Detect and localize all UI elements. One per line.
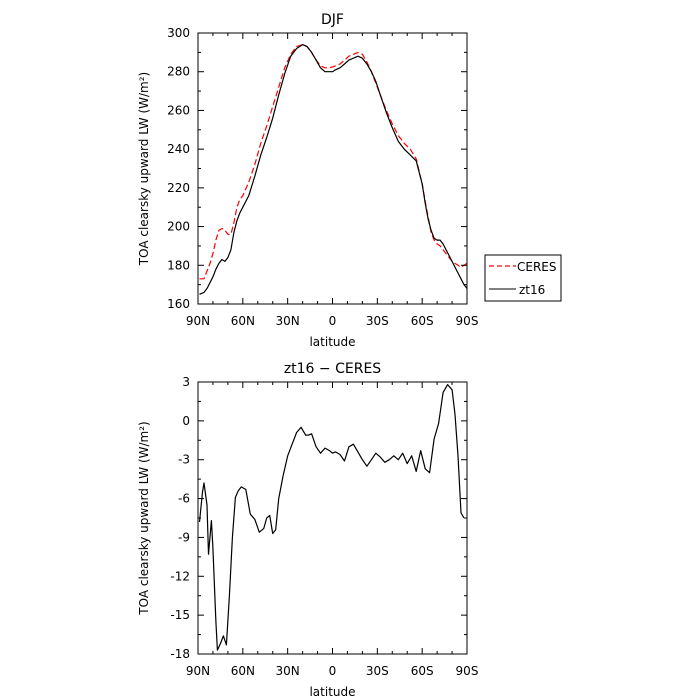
x-tick-label: 60S bbox=[411, 314, 434, 328]
x-tick-label: 60N bbox=[231, 664, 255, 678]
y-tick-label: -9 bbox=[178, 530, 190, 544]
y-tick-label: 300 bbox=[167, 26, 190, 40]
x-tick-label: 30N bbox=[276, 664, 300, 678]
x-tick-label: 0 bbox=[329, 314, 337, 328]
x-tick-label: 30S bbox=[366, 664, 389, 678]
panel-difference: zt16 − CERES TOA clearsky upward LW (W/m… bbox=[137, 361, 478, 699]
series-line-zt16 bbox=[199, 43, 468, 295]
x-tick-label: 60S bbox=[411, 664, 434, 678]
y-tick-label: 280 bbox=[167, 65, 190, 79]
chart-title: DJF bbox=[321, 12, 344, 28]
x-tick-label: 90S bbox=[456, 314, 479, 328]
y-tick-label: 160 bbox=[167, 297, 190, 311]
y-axis-label: TOA clearsky upward LW (W/m²) bbox=[137, 421, 151, 615]
y-tick-label: 240 bbox=[167, 142, 190, 156]
legend-label-zt16: zt16 bbox=[519, 283, 545, 297]
y-axis-label: TOA clearsky upward LW (W/m²) bbox=[137, 72, 151, 266]
y-tick-label: -6 bbox=[178, 492, 190, 506]
x-tick-label: 90S bbox=[456, 664, 479, 678]
x-tick-label: 30S bbox=[366, 314, 389, 328]
legend: CERES zt16 bbox=[484, 254, 562, 302]
x-tick-label: 30N bbox=[276, 314, 300, 328]
chart-title: zt16 − CERES bbox=[284, 361, 381, 377]
x-tick-label: 90N bbox=[186, 664, 210, 678]
x-tick-label: 90N bbox=[186, 314, 210, 328]
plot-frame bbox=[197, 381, 468, 655]
y-tick-label: 3 bbox=[182, 375, 190, 389]
plot-frame bbox=[197, 32, 468, 305]
y-tick-label: 220 bbox=[167, 181, 190, 195]
series-line-ceres bbox=[199, 43, 468, 280]
panel-djf: DJF TOA clearsky upward LW (W/m²) latitu… bbox=[137, 12, 478, 349]
y-tick-label: 0 bbox=[182, 414, 190, 428]
y-tick-label: -3 bbox=[178, 453, 190, 467]
y-tick-label: 200 bbox=[167, 220, 190, 234]
x-axis-label: latitude bbox=[309, 685, 355, 699]
y-tick-label: -15 bbox=[170, 608, 190, 622]
y-tick-label: -12 bbox=[170, 569, 190, 583]
x-tick-label: 0 bbox=[329, 664, 337, 678]
legend-label-ceres: CERES bbox=[517, 260, 557, 274]
series-line-zt16 bbox=[198, 384, 465, 651]
y-tick-label: -18 bbox=[170, 647, 190, 661]
legend-box bbox=[484, 254, 562, 302]
x-axis-label: latitude bbox=[309, 335, 355, 349]
x-tick-label: 60N bbox=[231, 314, 255, 328]
y-tick-label: 260 bbox=[167, 103, 190, 117]
y-tick-label: 180 bbox=[167, 258, 190, 272]
